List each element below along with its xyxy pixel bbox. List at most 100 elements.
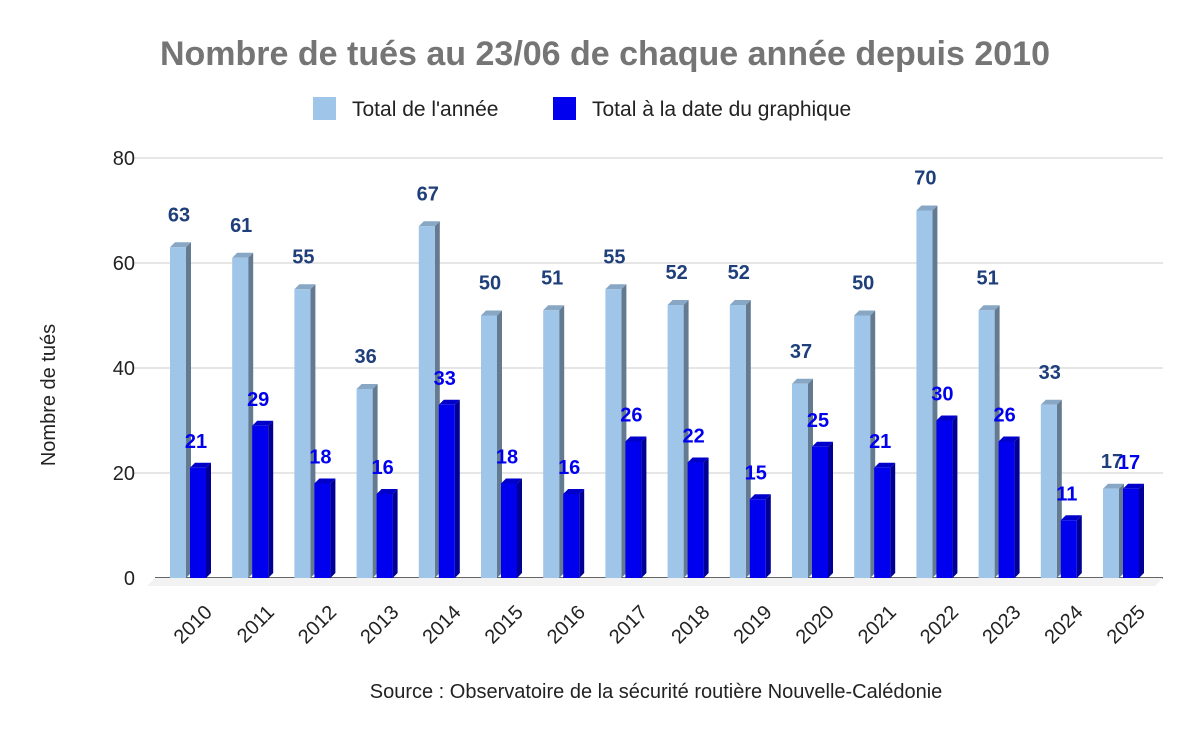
y-axis-ticks: 0 20 40 60 80 xyxy=(113,148,135,590)
bar-group xyxy=(936,415,958,578)
bar-top xyxy=(543,305,565,311)
data-label: 26 xyxy=(620,405,642,427)
bar-side xyxy=(994,305,1000,578)
bar-group xyxy=(605,284,627,578)
bar-group xyxy=(418,221,440,578)
data-label: 22 xyxy=(682,426,704,448)
bar xyxy=(481,315,497,578)
data-label: 11 xyxy=(1056,483,1077,505)
data-label: 37 xyxy=(790,341,812,363)
data-label: 33 xyxy=(434,368,456,390)
bar xyxy=(812,446,828,578)
bar-side xyxy=(828,441,833,578)
x-tick-label: 2015 xyxy=(481,601,528,648)
y-axis-label: Nombre de tués xyxy=(38,324,60,466)
data-label: 55 xyxy=(603,246,625,268)
data-label: 26 xyxy=(993,405,1015,427)
data-label: 36 xyxy=(354,346,376,368)
bar-group xyxy=(812,441,833,578)
data-label: 51 xyxy=(976,267,998,289)
bar xyxy=(252,425,269,578)
bar-side xyxy=(1119,483,1124,578)
bar xyxy=(501,483,517,578)
bar-top xyxy=(190,462,211,468)
bar-side xyxy=(621,284,627,578)
bar-side xyxy=(745,300,751,578)
bar-group xyxy=(625,436,647,578)
bar-top xyxy=(854,310,876,316)
bar-top xyxy=(376,489,398,494)
bar-group xyxy=(854,310,876,578)
bar xyxy=(1060,520,1077,578)
bar-group xyxy=(252,420,274,578)
x-tick-label: 2023 xyxy=(978,601,1025,648)
bar-group xyxy=(1060,515,1082,578)
x-tick-label: 2014 xyxy=(419,601,466,648)
bar-top xyxy=(314,478,336,484)
y-tick-label: 60 xyxy=(113,253,135,275)
legend: Total de l'année Total à la date du grap… xyxy=(313,97,851,121)
floor-plane xyxy=(147,578,1163,586)
bar-top xyxy=(1123,483,1144,489)
data-label: 52 xyxy=(728,262,750,284)
legend-label-total-annee: Total de l'année xyxy=(352,98,498,121)
bar-group xyxy=(667,300,689,578)
bar-side xyxy=(1056,399,1062,578)
bar-side xyxy=(392,489,398,578)
bar xyxy=(667,305,684,578)
x-tick-label: 2024 xyxy=(1041,601,1088,648)
data-label: 16 xyxy=(371,457,393,479)
bar-top xyxy=(687,457,709,463)
bar-top xyxy=(874,462,896,468)
x-tick-label: 2010 xyxy=(170,601,217,648)
bar-side xyxy=(870,310,876,578)
bar xyxy=(874,467,891,578)
bar-group xyxy=(294,284,316,578)
bar-side xyxy=(330,478,336,578)
bar xyxy=(294,289,311,578)
data-label: 50 xyxy=(852,273,874,295)
bar-top xyxy=(1060,515,1082,521)
bar-side xyxy=(1076,515,1082,578)
bar-top xyxy=(667,300,689,305)
y-tick-label: 20 xyxy=(113,463,135,485)
x-tick-label: 2019 xyxy=(730,601,777,648)
bar-top xyxy=(481,310,502,316)
bar-group xyxy=(438,399,460,578)
bar-group xyxy=(501,478,522,578)
data-label: 52 xyxy=(665,262,687,284)
bar xyxy=(916,210,933,578)
bar-top xyxy=(294,284,316,290)
x-tick-label: 2022 xyxy=(916,601,963,648)
bar-group xyxy=(314,478,336,578)
legend-label-total-date: Total à la date du graphique xyxy=(592,98,851,121)
bar-group xyxy=(1040,399,1062,578)
y-tick-label: 40 xyxy=(113,358,135,380)
data-label: 63 xyxy=(168,204,190,226)
bar-top xyxy=(501,478,522,484)
bar-group xyxy=(687,457,709,578)
bar-group xyxy=(1103,483,1124,578)
bar xyxy=(792,383,808,578)
bar xyxy=(232,257,249,578)
bar xyxy=(170,247,186,578)
bar-top xyxy=(936,415,958,421)
y-tick-label: 0 xyxy=(124,568,135,590)
bar-side xyxy=(890,462,896,578)
data-label: 55 xyxy=(292,246,314,268)
bar-top xyxy=(438,399,460,405)
bar-group xyxy=(978,305,1000,578)
bar xyxy=(978,310,995,578)
bar-side xyxy=(932,205,938,578)
x-tick-label: 2017 xyxy=(605,601,652,648)
bar-group xyxy=(792,378,813,578)
data-label: 29 xyxy=(247,389,269,411)
bar-top xyxy=(749,494,771,500)
bar-top xyxy=(1103,483,1124,489)
bar xyxy=(749,499,766,578)
data-label: 70 xyxy=(914,168,936,190)
bar-top xyxy=(605,284,627,290)
x-axis-ticks: 2010 2011 2012 2013 2014 2015 2016 2017 2018 2019… xyxy=(170,601,1150,648)
bar-group xyxy=(543,305,565,578)
